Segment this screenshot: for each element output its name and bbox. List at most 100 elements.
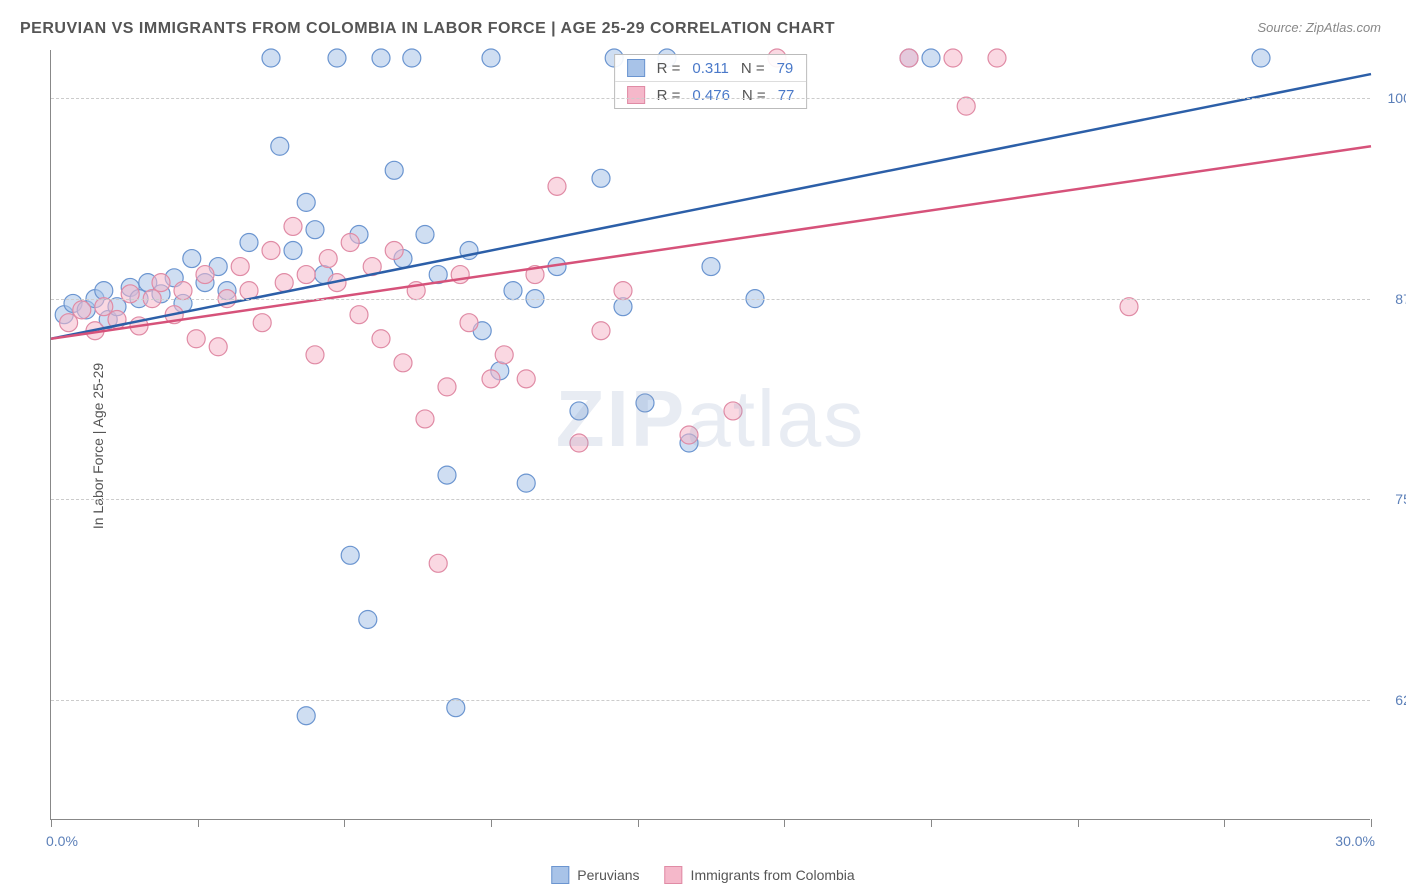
data-point	[319, 250, 337, 268]
x-tick	[1224, 819, 1225, 827]
data-point	[570, 402, 588, 420]
data-point	[297, 193, 315, 211]
x-tick	[51, 819, 52, 827]
data-point	[517, 370, 535, 388]
x-axis-max-label: 30.0%	[1335, 833, 1375, 849]
stats-row-colombia: R = 0.476 N = 77	[615, 81, 807, 108]
data-point	[495, 346, 513, 364]
data-point	[416, 225, 434, 243]
data-point	[680, 426, 698, 444]
data-point	[372, 49, 390, 67]
n-value: 77	[778, 87, 795, 104]
data-point	[262, 242, 280, 260]
data-point	[482, 370, 500, 388]
data-point	[271, 137, 289, 155]
grid-line	[51, 499, 1370, 500]
data-point	[306, 346, 324, 364]
chart-title: PERUVIAN VS IMMIGRANTS FROM COLOMBIA IN …	[20, 20, 835, 38]
x-tick	[784, 819, 785, 827]
legend-label: Immigrants from Colombia	[691, 867, 855, 883]
x-tick	[931, 819, 932, 827]
data-point	[262, 49, 280, 67]
data-point	[297, 266, 315, 284]
data-point	[284, 217, 302, 235]
n-value: 79	[777, 60, 794, 77]
data-point	[957, 97, 975, 115]
grid-line	[51, 98, 1370, 99]
legend-item-peruvians: Peruvians	[551, 866, 639, 884]
scatter-plot-svg	[51, 50, 1370, 819]
r-label: R =	[657, 87, 681, 104]
data-point	[592, 322, 610, 340]
source-attribution: Source: ZipAtlas.com	[1257, 20, 1381, 35]
data-point	[275, 274, 293, 292]
data-point	[372, 330, 390, 348]
data-point	[504, 282, 522, 300]
data-point	[121, 285, 139, 303]
n-label: N =	[741, 60, 765, 77]
data-point	[183, 250, 201, 268]
data-point	[438, 466, 456, 484]
data-point	[548, 177, 566, 195]
legend-swatch	[665, 866, 683, 884]
data-point	[196, 266, 214, 284]
data-point	[385, 242, 403, 260]
data-point	[209, 338, 227, 356]
grid-line	[51, 299, 1370, 300]
y-tick-label: 87.5%	[1375, 291, 1406, 307]
data-point	[482, 49, 500, 67]
data-point	[429, 554, 447, 572]
x-tick	[491, 819, 492, 827]
stats-swatch	[627, 86, 645, 104]
data-point	[636, 394, 654, 412]
data-point	[570, 434, 588, 452]
data-point	[231, 258, 249, 276]
data-point	[306, 221, 324, 239]
correlation-stats-box: R = 0.311 N = 79 R = 0.476 N = 77	[614, 54, 808, 109]
data-point	[1252, 49, 1270, 67]
data-point	[702, 258, 720, 276]
data-point	[460, 314, 478, 332]
x-tick	[198, 819, 199, 827]
n-label: N =	[742, 87, 766, 104]
r-label: R =	[657, 60, 681, 77]
data-point	[385, 161, 403, 179]
data-point	[187, 330, 205, 348]
y-tick-label: 100.0%	[1375, 90, 1406, 106]
chart-container: PERUVIAN VS IMMIGRANTS FROM COLOMBIA IN …	[0, 0, 1406, 892]
data-point	[341, 546, 359, 564]
plot-area: ZIPatlas R = 0.311 N = 79 R = 0.476 N = …	[50, 50, 1370, 820]
data-point	[922, 49, 940, 67]
data-point	[359, 610, 377, 628]
data-point	[284, 242, 302, 260]
y-tick-label: 75.0%	[1375, 491, 1406, 507]
data-point	[988, 49, 1006, 67]
data-point	[152, 274, 170, 292]
data-point	[297, 707, 315, 725]
data-point	[350, 306, 368, 324]
legend-item-colombia: Immigrants from Colombia	[665, 866, 855, 884]
data-point	[341, 234, 359, 252]
data-point	[900, 49, 918, 67]
data-point	[95, 282, 113, 300]
data-point	[438, 378, 456, 396]
data-point	[614, 298, 632, 316]
data-point	[240, 234, 258, 252]
legend-label: Peruvians	[577, 867, 639, 883]
grid-line	[51, 700, 1370, 701]
x-tick	[1078, 819, 1079, 827]
data-point	[517, 474, 535, 492]
x-tick	[1371, 819, 1372, 827]
legend-swatch	[551, 866, 569, 884]
data-point	[253, 314, 271, 332]
data-point	[73, 301, 91, 319]
x-tick	[344, 819, 345, 827]
stats-swatch	[627, 59, 645, 77]
stats-row-peruvians: R = 0.311 N = 79	[615, 55, 807, 81]
data-point	[447, 699, 465, 717]
y-tick-label: 62.5%	[1375, 692, 1406, 708]
legend: Peruvians Immigrants from Colombia	[551, 866, 854, 884]
data-point	[328, 49, 346, 67]
data-point	[724, 402, 742, 420]
data-point	[592, 169, 610, 187]
